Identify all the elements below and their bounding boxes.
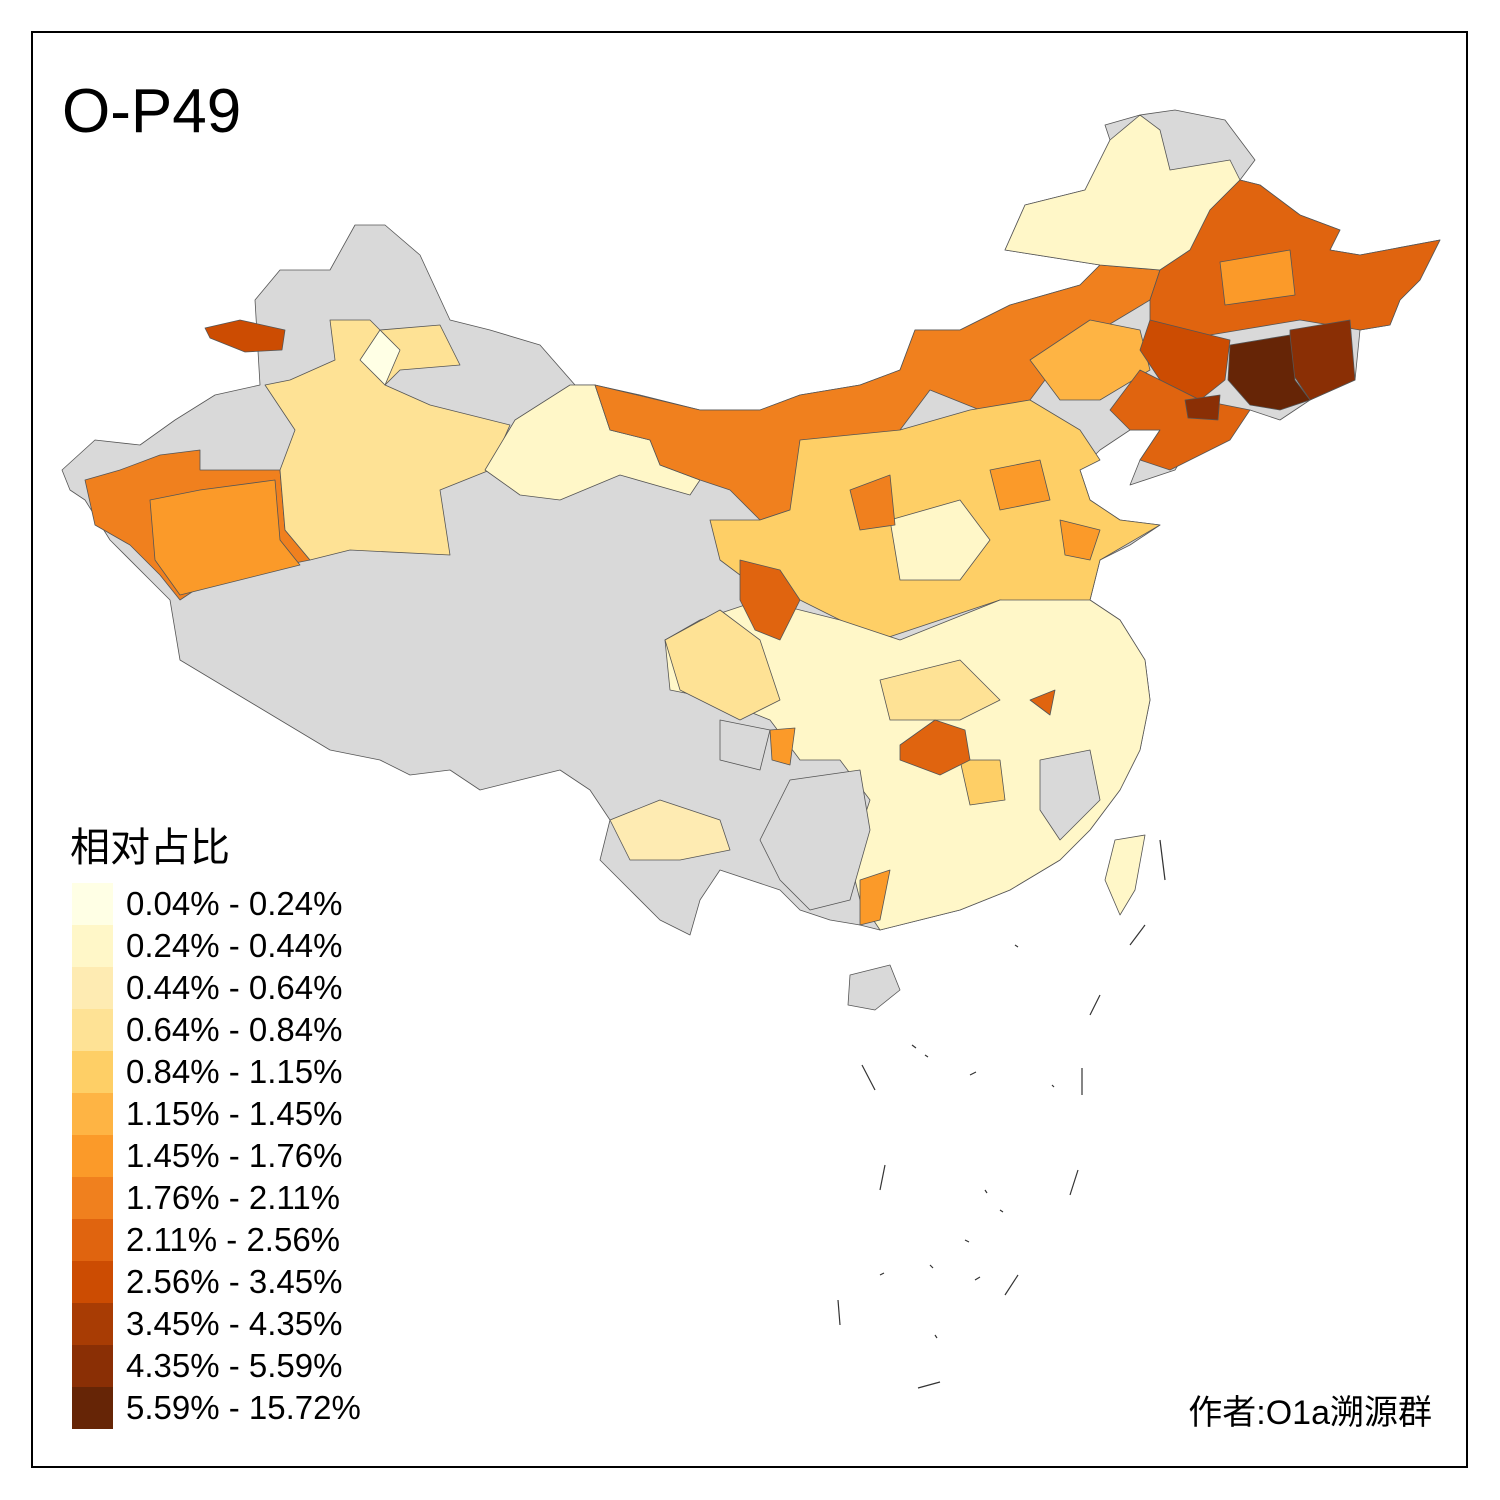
south-china-sea-islands <box>837 839 1166 1389</box>
legend-label: 1.76% - 2.11% <box>126 1179 341 1216</box>
region <box>1029 689 1056 716</box>
legend-swatch <box>72 1135 113 1177</box>
region <box>264 319 511 561</box>
legend-label: 0.64% - 0.84% <box>126 1011 343 1048</box>
legend-swatch <box>72 1177 113 1219</box>
region <box>664 609 781 721</box>
legend-swatch <box>72 967 113 1009</box>
legend-swatch <box>72 1219 113 1261</box>
region <box>759 769 871 911</box>
legend: 0.04% - 0.24% 0.24% - 0.44% 0.44% - 0.64% 0… <box>72 883 361 1429</box>
region <box>359 329 401 386</box>
region <box>1109 369 1251 471</box>
region <box>879 659 1001 721</box>
legend-item: 0.84% - 1.15% <box>72 1051 361 1093</box>
legend-label: 0.84% - 1.15% <box>126 1053 343 1090</box>
legend-item: 0.64% - 0.84% <box>72 1009 361 1051</box>
legend-item: 1.76% - 2.11% <box>72 1177 361 1219</box>
legend-label: 1.45% - 1.76% <box>126 1137 343 1174</box>
legend-swatch <box>72 1303 113 1345</box>
region <box>1059 519 1101 561</box>
legend-swatch <box>72 1345 113 1387</box>
legend-label: 0.44% - 0.64% <box>126 969 343 1006</box>
legend-swatch <box>72 1051 113 1093</box>
legend-swatch <box>72 1261 113 1303</box>
taiwan <box>1104 834 1146 916</box>
legend-item: 0.24% - 0.44% <box>72 925 361 967</box>
region <box>1029 319 1151 401</box>
region <box>1227 334 1311 411</box>
legend-item: 1.45% - 1.76% <box>72 1135 361 1177</box>
legend-item: 5.59% - 15.72% <box>72 1387 361 1429</box>
legend-label: 1.15% - 1.45% <box>126 1095 343 1132</box>
legend-item: 1.15% - 1.45% <box>72 1093 361 1135</box>
region <box>849 474 896 531</box>
legend-swatch <box>72 883 113 925</box>
legend-item: 4.35% - 5.59% <box>72 1345 361 1387</box>
legend-item: 0.44% - 0.64% <box>72 967 361 1009</box>
legend-item: 3.45% - 4.35% <box>72 1303 361 1345</box>
hainan <box>847 964 901 1011</box>
author-credit: 作者:O1a溯源群 <box>1188 1394 1432 1432</box>
legend-item: 0.04% - 0.24% <box>72 883 361 925</box>
legend-label: 3.45% - 4.35% <box>126 1305 343 1342</box>
legend-swatch <box>72 1387 113 1429</box>
region <box>719 719 771 771</box>
region <box>859 869 891 926</box>
legend-title: 相对占比 <box>70 825 230 871</box>
region <box>1184 394 1221 421</box>
region <box>989 459 1051 511</box>
map-frame <box>31 31 1468 1468</box>
region <box>889 499 991 581</box>
legend-label: 5.59% - 15.72% <box>126 1389 361 1426</box>
region <box>1219 249 1296 306</box>
legend-label: 0.24% - 0.44% <box>126 927 343 964</box>
map-title: O-P49 <box>62 77 242 146</box>
legend-swatch <box>72 1009 113 1051</box>
legend-label: 2.11% - 2.56% <box>126 1221 341 1258</box>
legend-label: 0.04% - 0.24% <box>126 885 343 922</box>
region <box>149 479 301 596</box>
region <box>1039 749 1101 841</box>
region <box>739 559 801 641</box>
legend-swatch <box>72 925 113 967</box>
region <box>769 727 796 766</box>
region <box>609 799 731 861</box>
legend-item: 2.11% - 2.56% <box>72 1219 361 1261</box>
legend-label: 2.56% - 3.45% <box>126 1263 343 1300</box>
region <box>204 319 286 353</box>
legend-swatch <box>72 1093 113 1135</box>
legend-label: 4.35% - 5.59% <box>126 1347 343 1384</box>
legend-item: 2.56% - 3.45% <box>72 1261 361 1303</box>
region <box>899 719 971 776</box>
region <box>959 759 1006 806</box>
